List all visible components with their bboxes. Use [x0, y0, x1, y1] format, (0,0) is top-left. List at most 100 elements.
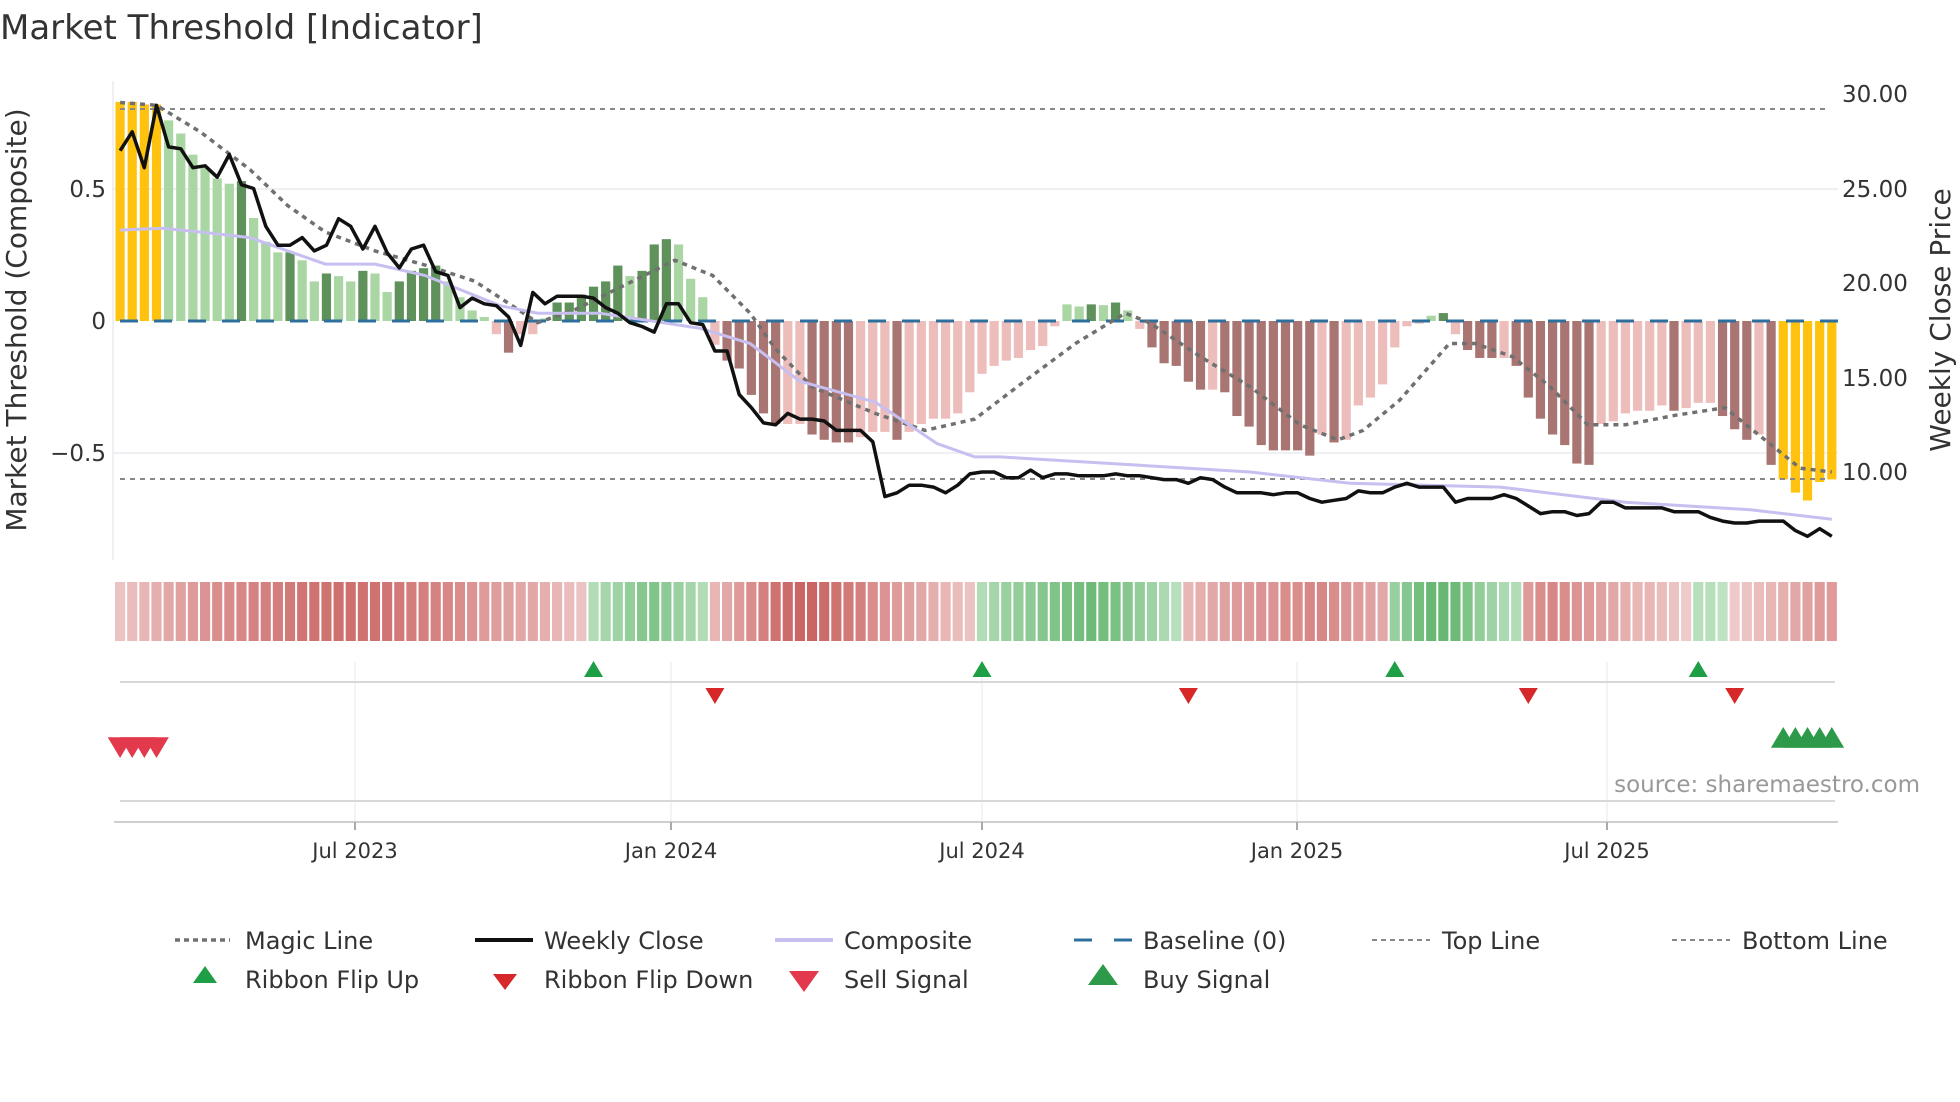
legend-item-bottom-line: Bottom Line	[1672, 927, 1888, 955]
ribbon-flip-down-marker	[705, 688, 725, 704]
composite-bar	[151, 104, 162, 322]
ribbon-cell	[1802, 582, 1813, 641]
ribbon-cell	[1596, 582, 1607, 641]
ribbon-cell	[576, 582, 587, 641]
xtick-label: Jan 2025	[1249, 839, 1344, 863]
ribbon-cell	[1122, 582, 1133, 641]
sell-triangle-icon	[789, 971, 819, 992]
composite-bar	[176, 133, 186, 321]
ribbon-cell	[976, 582, 988, 641]
composite-bar	[1487, 321, 1497, 358]
ribbon-cell	[199, 582, 211, 641]
right-axis-title: Weekly Close Price	[1924, 188, 1957, 451]
composite-bar	[164, 120, 174, 321]
composite-bar	[418, 268, 429, 321]
ribbon-cell	[1025, 582, 1036, 641]
composite-bar	[661, 239, 671, 321]
ribbon-cell	[1037, 582, 1048, 641]
ribbon-cell	[175, 582, 186, 641]
legend-item-sell-signal: Sell Signal	[789, 966, 969, 994]
composite-bar	[297, 260, 307, 321]
ribbon-cell	[1681, 582, 1692, 641]
composite-bar	[576, 294, 586, 321]
ribbon-cell	[163, 582, 174, 641]
ribbon-cell	[115, 582, 126, 641]
composite-bar	[758, 321, 769, 414]
ribbon-cell	[1377, 582, 1388, 641]
composite-bar	[686, 278, 696, 321]
ribbon-cell	[1426, 582, 1437, 641]
composite-bar	[1596, 321, 1606, 424]
ribbon-cell	[1171, 582, 1182, 641]
ribbon-cell	[758, 582, 769, 641]
ribbon-cell	[661, 582, 672, 641]
ribbon-cell	[418, 582, 429, 641]
composite-bar	[722, 321, 732, 361]
ribbon-cell	[1766, 582, 1777, 641]
ribbon-cell	[1450, 582, 1461, 641]
ribbon-cell	[1001, 582, 1012, 641]
composite-bar	[940, 321, 951, 419]
ribbon-cell	[746, 582, 757, 641]
ribbon-cell	[1304, 582, 1315, 641]
composite-bar	[1815, 321, 1825, 483]
composite-bar	[1390, 321, 1400, 348]
composite-bar	[698, 297, 708, 321]
threshold-lines	[120, 108, 1838, 480]
legend-label: Bottom Line	[1742, 927, 1888, 955]
composite-bar	[868, 321, 878, 432]
ribbon-cell	[952, 582, 963, 641]
ribbon-cell	[1620, 582, 1631, 641]
ribbon-cell	[272, 582, 283, 641]
composite-bar	[843, 321, 854, 443]
composite-bar	[1790, 321, 1800, 493]
weekly-close-line	[118, 103, 1833, 539]
ribbon-flip-up-marker	[1688, 661, 1708, 677]
price-lines	[118, 100, 1833, 539]
composite-bar	[807, 321, 817, 435]
composite-bar	[1608, 321, 1618, 422]
ribbon-cell	[345, 582, 356, 641]
ribbon-cell	[1438, 582, 1449, 641]
ribbon-cell	[709, 582, 720, 641]
composite-bar	[1778, 321, 1788, 480]
composite-bar	[746, 321, 756, 395]
buy-triangle-icon	[1088, 964, 1118, 985]
ribbon-cell	[1207, 582, 1218, 641]
composite-bar	[588, 286, 599, 321]
ribbon-cell	[1741, 582, 1752, 641]
legend-label: Weekly Close	[544, 927, 704, 955]
ribbon-cell	[503, 582, 514, 641]
ribbon-cell	[454, 582, 466, 641]
legend-item-buy-signal: Buy Signal	[1088, 964, 1270, 994]
ytick-right-20: 20.00	[1842, 271, 1908, 297]
xtick-label: Jan 2024	[623, 839, 718, 863]
ribbon-cell	[491, 582, 502, 641]
ytick-right-10: 10.00	[1842, 460, 1908, 486]
ribbon-cell	[1535, 582, 1546, 641]
ribbon-cell	[1511, 582, 1522, 641]
ytick-left-0.5: 0.5	[69, 177, 106, 203]
legend-item-weekly-close: Weekly Close	[475, 927, 704, 955]
ribbon-flip-down-marker	[1725, 688, 1745, 704]
composite-bar	[431, 265, 441, 321]
ribbon-cell	[697, 582, 708, 641]
ribbon-cell	[1292, 582, 1303, 641]
ribbon-cell	[904, 582, 915, 641]
composite-bar	[1280, 321, 1291, 451]
composite-bar	[771, 321, 781, 424]
composite-bar	[467, 310, 477, 321]
xtick-label: Jul 2024	[937, 839, 1024, 863]
composite-bar	[1511, 321, 1521, 366]
composite-bar	[601, 281, 611, 321]
ribbon-flip-up-marker	[584, 661, 604, 677]
composite-bar	[904, 321, 914, 432]
composite-bar	[1183, 321, 1193, 382]
ribbon-cell	[1353, 582, 1364, 641]
ribbon-cell	[649, 582, 660, 641]
ribbon-cell	[1778, 582, 1789, 641]
ribbon-cell	[1280, 582, 1291, 641]
ribbon-cell	[1571, 582, 1582, 641]
ribbon-cell	[1159, 582, 1170, 641]
composite-bar	[673, 244, 684, 321]
